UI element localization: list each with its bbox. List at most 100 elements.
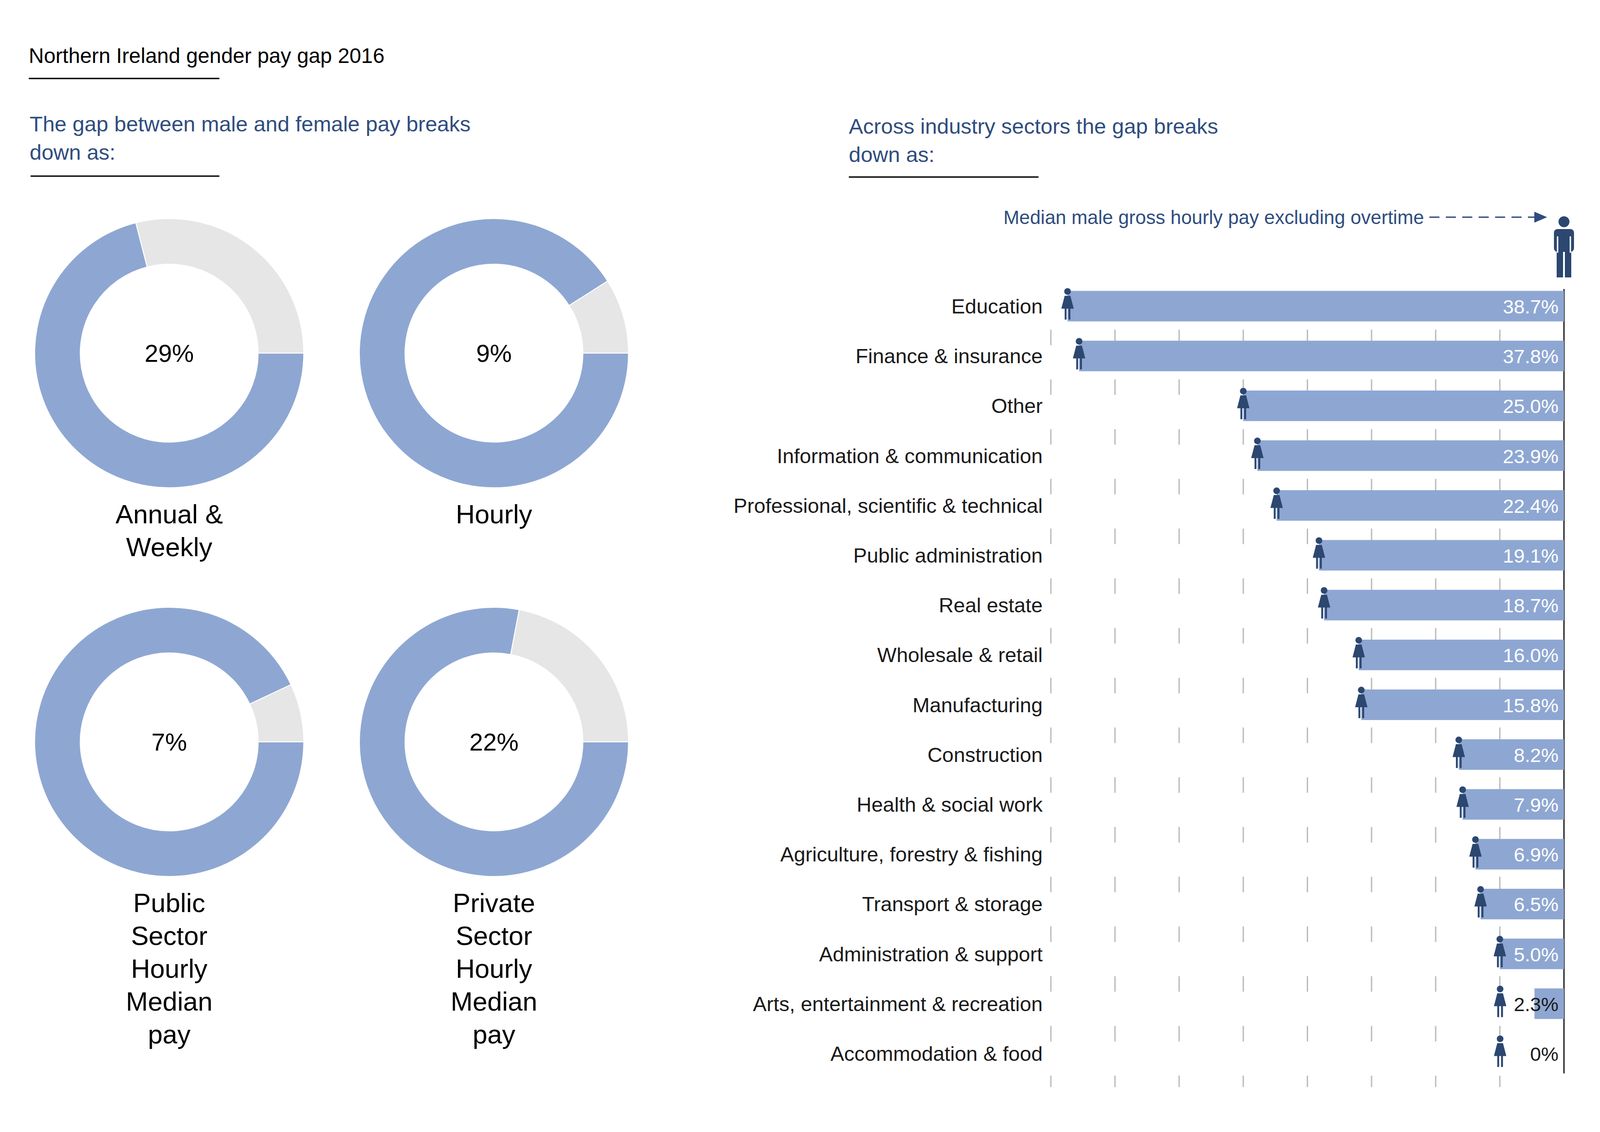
- donut-title: Hourly: [455, 953, 533, 983]
- bar-chart: Education 38.7% Finance & insurance 37.8% Ot…: [733, 206, 1575, 1087]
- bars: [1067, 290, 1564, 1019]
- data-label: 22.4%: [1502, 494, 1559, 517]
- category-label: Public administration: [853, 543, 1043, 567]
- bar: [1361, 689, 1564, 720]
- donut-title: Weekly: [125, 531, 213, 562]
- category-label: Professional, scientific & technical: [733, 493, 1043, 518]
- bar: [1563, 1038, 1565, 1069]
- donut-title: Hourly: [455, 498, 533, 529]
- donut-title: Median: [450, 986, 538, 1016]
- data-label: 8.2%: [1513, 743, 1559, 766]
- female-icon: [1493, 1034, 1507, 1067]
- donut-slice: [34, 222, 304, 488]
- data-label: 0%: [1530, 1042, 1559, 1065]
- bar: [1243, 390, 1564, 421]
- page: Northern Ireland gender pay gap 2016The …: [0, 0, 1600, 1132]
- female-icon: [1456, 785, 1469, 818]
- heading-rule: [30, 175, 220, 177]
- category-label: Wholesale & retail: [877, 643, 1043, 667]
- bar: [1358, 639, 1564, 671]
- female-icon: [1352, 636, 1365, 669]
- bar: [1462, 789, 1564, 820]
- female-icon: [1251, 437, 1264, 469]
- category-label: Transport & storage: [862, 892, 1043, 916]
- female-icon: [1072, 337, 1086, 370]
- male-icon: [1553, 216, 1575, 278]
- donut-title: pay: [147, 1018, 191, 1049]
- data-label: 6.5%: [1513, 893, 1559, 915]
- title-rule: [28, 77, 220, 80]
- female-icon: [1312, 536, 1325, 569]
- bar: [1499, 938, 1564, 969]
- category-label: Education: [951, 294, 1043, 318]
- donut-title: pay: [472, 1018, 516, 1049]
- data-label: 37.8%: [1502, 345, 1559, 368]
- female-icon: [1474, 885, 1487, 918]
- female-icon: [1270, 487, 1283, 519]
- female-icon: [1355, 686, 1368, 718]
- category-label: Finance & insurance: [855, 344, 1043, 368]
- data-label: 15.8%: [1502, 694, 1559, 717]
- category-label: Accommodation & food: [830, 1041, 1043, 1065]
- bar: [1480, 888, 1564, 920]
- grid-line: [1306, 326, 1309, 1087]
- data-label: 2.3%: [1513, 992, 1559, 1015]
- data-label: 6.9%: [1513, 843, 1559, 866]
- data-label: 38.7%: [1502, 295, 1559, 318]
- donut-slice: [359, 607, 629, 877]
- grid-line: [1178, 326, 1180, 1087]
- labels: Education 38.7% Finance & insurance 37.8% Ot…: [733, 287, 1559, 1067]
- bar: [1257, 440, 1564, 471]
- donut-slice: [34, 607, 304, 877]
- bar: [1324, 589, 1564, 621]
- data-label: 5.0%: [1513, 943, 1559, 966]
- donut-slice: [510, 609, 629, 742]
- donut-slice: [359, 218, 629, 488]
- data-label: 18.7%: [1502, 594, 1559, 617]
- category-label: Administration & support: [819, 942, 1044, 966]
- category-label: Manufacturing: [912, 693, 1043, 717]
- donut-chart: 7% PublicSectorHourlyMedianpay: [34, 607, 304, 1049]
- donut-center-label: 7%: [151, 727, 188, 756]
- donut-chart: 22%PrivateSectorHourlyMedianpay: [359, 607, 629, 1049]
- bar: [1079, 340, 1564, 372]
- section-heading: down as:: [29, 140, 116, 165]
- donut-slice: [135, 218, 304, 354]
- female-icon: [1317, 587, 1330, 619]
- bar: [1276, 489, 1564, 521]
- bar: [1475, 838, 1564, 870]
- donut-title: Annual &: [115, 498, 223, 529]
- female-icon: [1061, 287, 1074, 320]
- grid-line: [1242, 326, 1244, 1087]
- annotation-arrowhead: [1534, 211, 1548, 223]
- donut-title: Public: [133, 887, 206, 918]
- category-label: Other: [991, 394, 1043, 418]
- bar: [1319, 540, 1564, 571]
- grid-line: [1050, 326, 1052, 1087]
- donut-center-label: 9%: [476, 339, 512, 367]
- section-heading: Across industry sectors the gap breaks: [848, 114, 1219, 139]
- donut-center-label: 29%: [144, 339, 194, 367]
- female-icon: [1493, 935, 1507, 967]
- data-label: 16.0%: [1502, 644, 1559, 666]
- category-label: Information & communication: [776, 444, 1043, 468]
- donut-title: Median: [125, 986, 213, 1016]
- female-icon: [1469, 836, 1482, 868]
- donut-title: Private: [452, 887, 536, 918]
- donut-chart: 9% Hourly: [359, 218, 629, 529]
- donut-chart: 29% Annual &Weekly: [34, 218, 304, 562]
- heading-rule: [848, 176, 1039, 178]
- female-icon: [1493, 985, 1507, 1017]
- page-title: Northern Ireland gender pay gap 2016: [28, 43, 385, 68]
- female-icon: [1236, 387, 1250, 420]
- grid-line: [1114, 326, 1116, 1087]
- bar: [1067, 290, 1564, 322]
- donut-title: Sector: [455, 920, 533, 951]
- donut-title: Hourly: [130, 953, 208, 983]
- annotation-arrow: [1429, 216, 1537, 219]
- data-label: 7.9%: [1513, 793, 1559, 816]
- category-label: Construction: [927, 742, 1043, 767]
- donut-title: Sector: [130, 920, 208, 951]
- category-label: Arts, entertainment & recreation: [753, 992, 1043, 1016]
- background: [0, 0, 1600, 1132]
